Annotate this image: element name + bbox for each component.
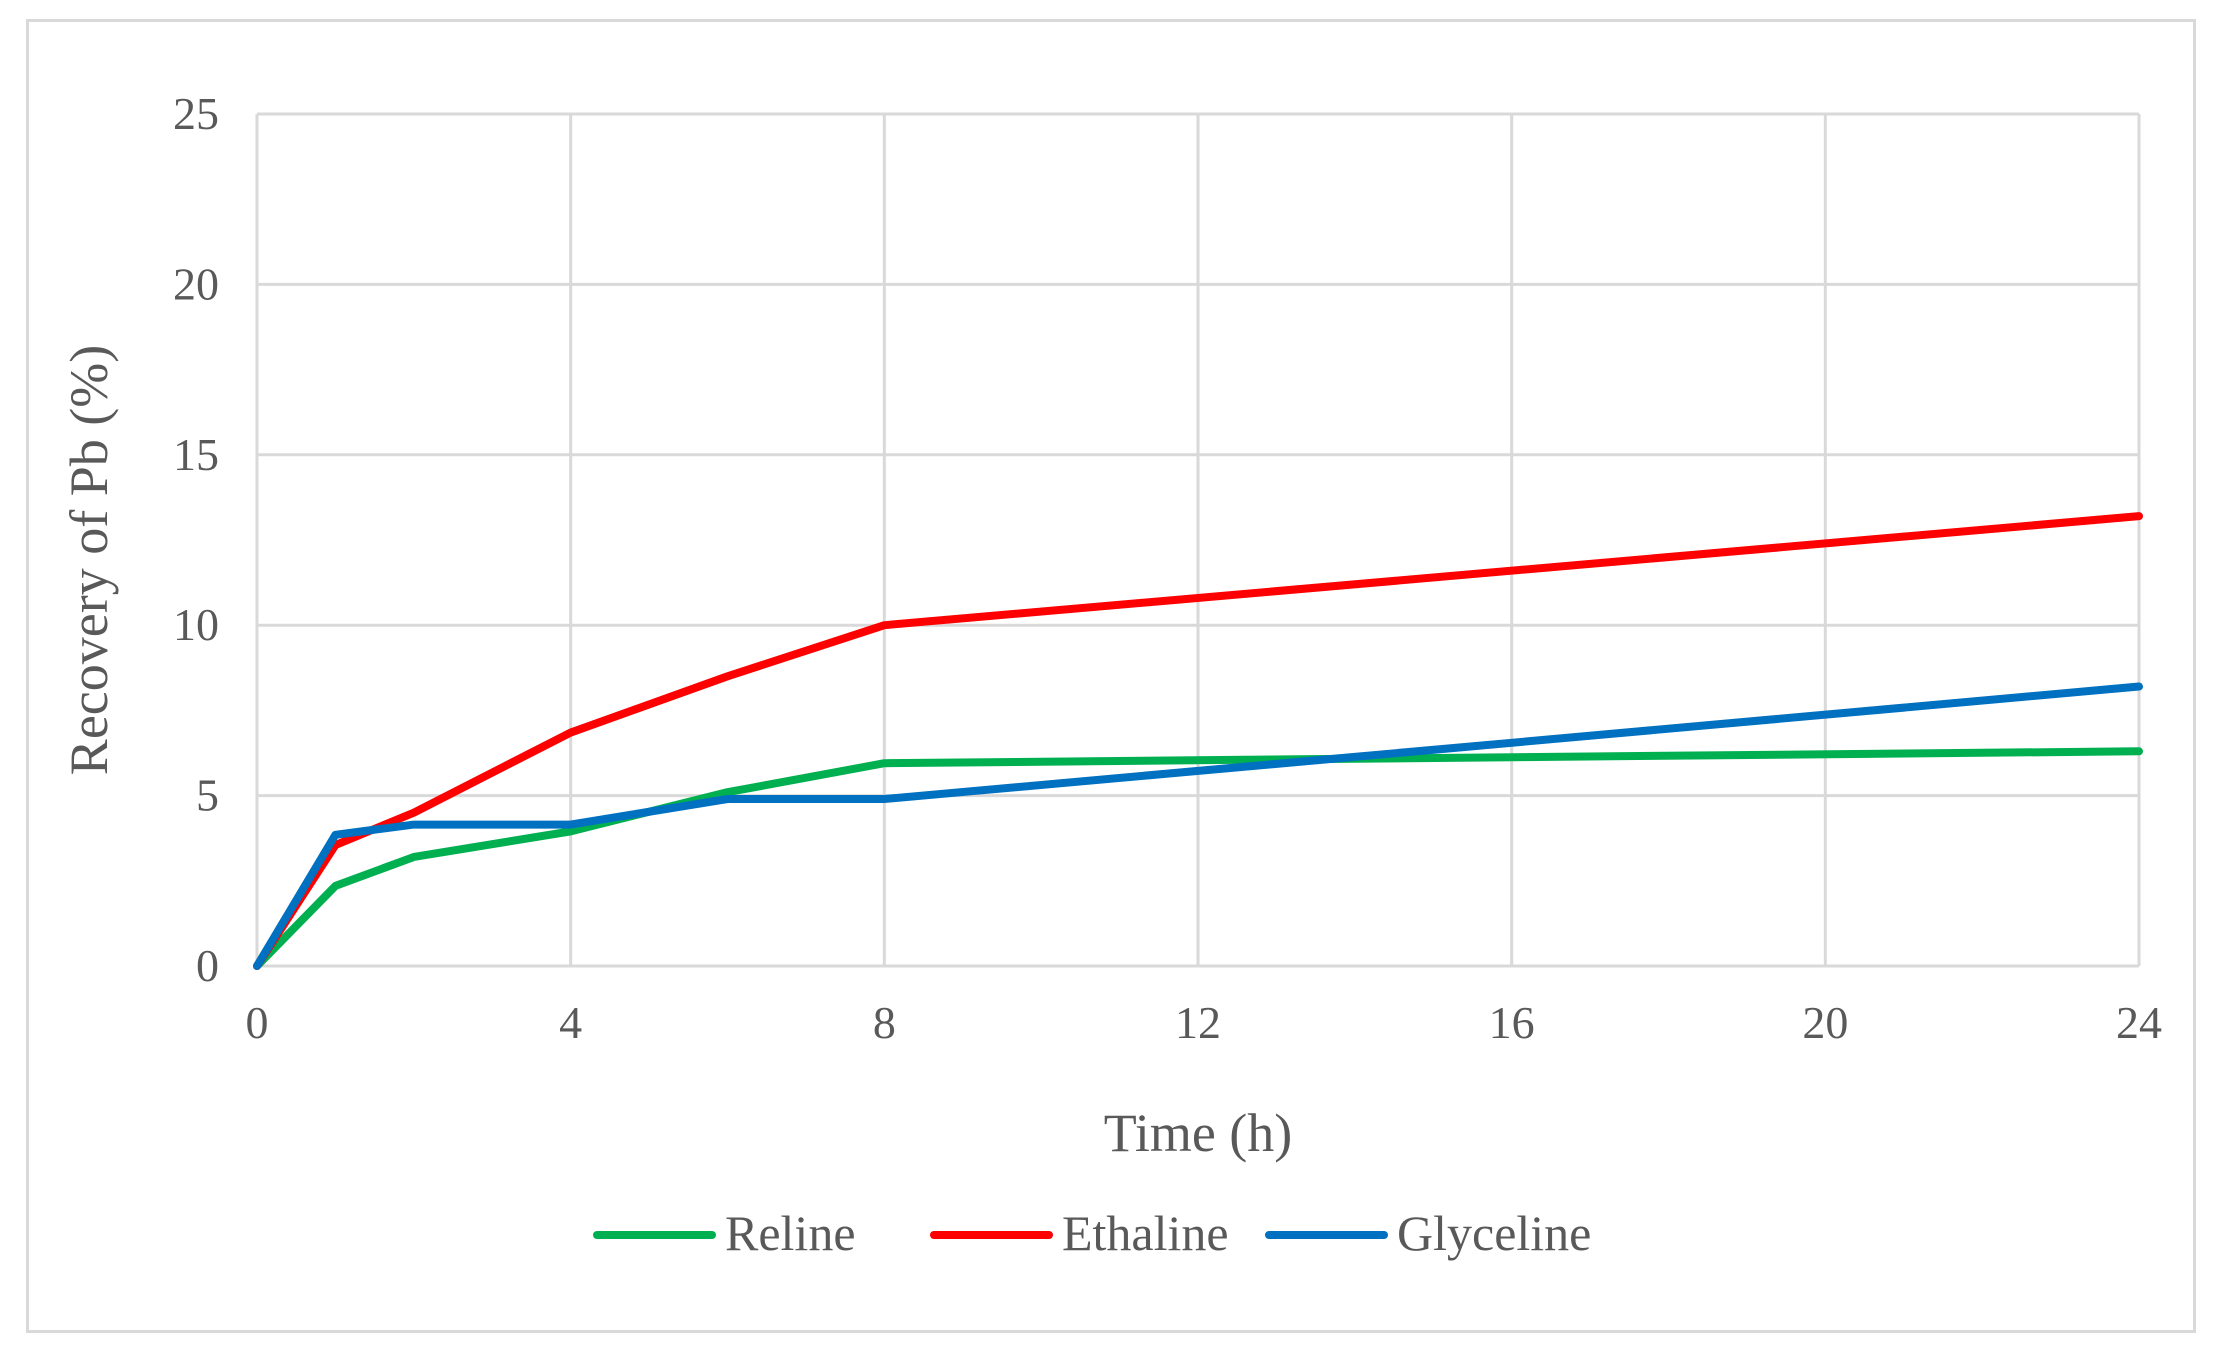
legend: Reline Ethaline Glyceline xyxy=(593,1205,1591,1261)
x-tick-label: 8 xyxy=(873,997,896,1048)
y-tick-label: 10 xyxy=(173,599,219,650)
y-axis-ticks: 0 5 10 15 20 25 xyxy=(173,88,219,991)
x-tick-label: 24 xyxy=(2116,997,2162,1048)
y-axis-title: Recovery of Pb (%) xyxy=(59,345,119,775)
series-line-ethaline xyxy=(253,512,2143,970)
legend-label-glyceline: Glyceline xyxy=(1397,1205,1591,1261)
legend-label-reline: Reline xyxy=(725,1205,856,1261)
x-tick-label: 4 xyxy=(559,997,582,1048)
line-chart: 0 4 8 12 16 20 24 0 5 10 15 20 25 Time (h) Recovery… xyxy=(59,88,2163,1261)
legend-label-ethaline: Ethaline xyxy=(1062,1205,1229,1261)
x-tick-label: 16 xyxy=(1489,997,1535,1048)
y-tick-label: 15 xyxy=(173,429,219,480)
y-tick-label: 20 xyxy=(173,258,219,309)
series-lines xyxy=(253,512,2143,970)
x-tick-label: 20 xyxy=(1802,997,1848,1048)
x-axis-title: Time (h) xyxy=(1104,1103,1293,1163)
series-line-glyceline xyxy=(253,682,2143,970)
chart-area: 0 4 8 12 16 20 24 0 5 10 15 20 25 Time (h) Recovery… xyxy=(26,19,2196,1333)
y-tick-label: 5 xyxy=(196,770,219,821)
series-line-reline xyxy=(253,747,2143,970)
x-tick-label: 12 xyxy=(1175,997,1221,1048)
x-tick-label: 0 xyxy=(246,997,269,1048)
y-tick-label: 25 xyxy=(173,88,219,139)
gridlines xyxy=(255,112,2141,968)
y-tick-label: 0 xyxy=(196,940,219,991)
x-axis-ticks: 0 4 8 12 16 20 24 xyxy=(246,997,2163,1048)
